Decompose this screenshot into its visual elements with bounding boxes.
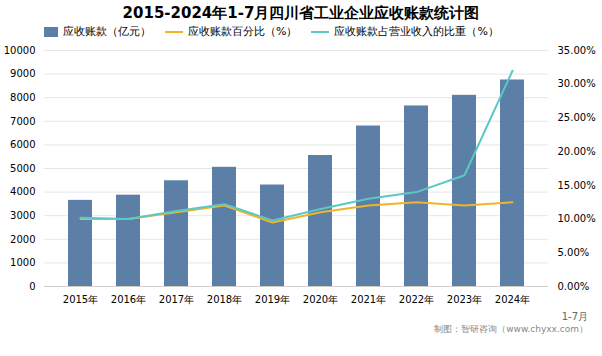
svg-text:2024年: 2024年 [495,294,530,305]
svg-text:2000: 2000 [10,234,35,245]
svg-text:2023年: 2023年 [447,294,482,305]
html-text:应收账款（亿元）: 应收账款（亿元） [63,25,151,38]
svg-text:10000: 10000 [4,45,36,56]
svg-text:0: 0 [29,281,35,292]
svg-text:3000: 3000 [10,210,35,221]
svg-text:2021年: 2021年 [351,294,386,305]
html-text:应收账款百分比（%）: 应收账款百分比（%） [188,25,298,38]
svg-text:0.00%: 0.00% [558,281,590,292]
svg-text:6000: 6000 [10,139,35,150]
svg-text:10.00%: 10.00% [558,213,596,224]
svg-text:2017年: 2017年 [159,294,194,305]
svg-text:35.00%: 35.00% [558,45,596,56]
svg-text:7000: 7000 [10,116,35,127]
html-text:1-7月: 1-7月 [561,311,588,322]
svg-text:5.00%: 5.00% [558,247,590,258]
svg-text:15.00%: 15.00% [558,180,596,191]
svg-text:2022年: 2022年 [399,294,434,305]
svg-text:2020年: 2020年 [303,294,338,305]
svg-text:25.00%: 25.00% [558,112,596,123]
svg-text:8000: 8000 [10,92,35,103]
svg-text:20.00%: 20.00% [558,146,596,157]
svg-text:2018年: 2018年 [207,294,242,305]
svg-text:1000: 1000 [10,257,35,268]
html-text:制图：智研咨询（www.chyxx.com）: 制图：智研咨询（www.chyxx.com） [434,324,588,334]
svg-text:2019年: 2019年 [255,294,290,305]
svg-text:2015年: 2015年 [63,294,98,305]
svg-text:5000: 5000 [10,163,35,174]
html-text:应收账款占营业收入的比重（%）: 应收账款占营业收入的比重（%） [334,25,499,38]
svg-text:30.00%: 30.00% [558,78,596,89]
svg-text:4000: 4000 [10,186,35,197]
svg-text:9000: 9000 [10,68,35,79]
html-text:2015-2024年1-7月四川省工业企业应收账款统计图: 2015-2024年1-7月四川省工业企业应收账款统计图 [122,4,480,22]
svg-text:2016年: 2016年 [111,294,146,305]
